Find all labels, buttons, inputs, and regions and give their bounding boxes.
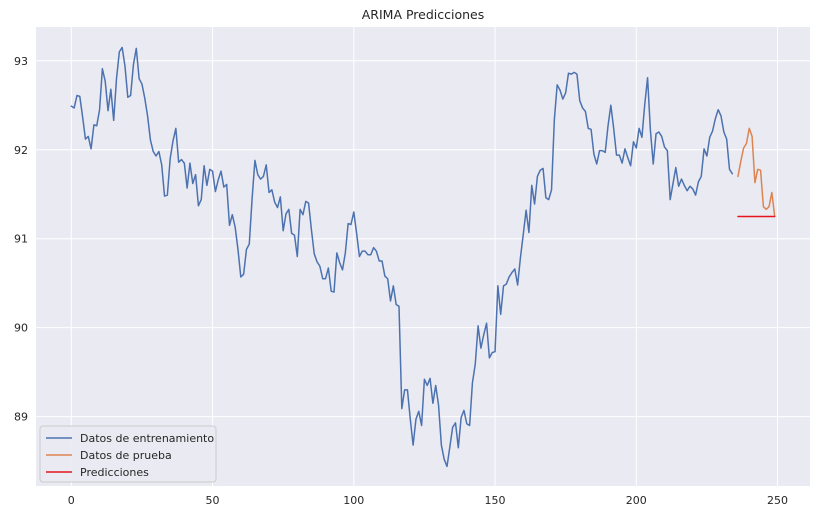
y-tick-label: 93: [14, 55, 28, 68]
grid-lines: [36, 27, 810, 486]
legend-box: [39, 425, 217, 483]
series-lines: [70, 46, 776, 468]
x-tick-label: 150: [485, 494, 506, 507]
legend-label: Datos de prueba: [80, 449, 172, 462]
y-tick-label: 92: [14, 144, 28, 157]
x-tick-label: 100: [343, 494, 364, 507]
legend-label: Datos de entrenamiento: [80, 432, 214, 445]
x-tick-label: 50: [206, 494, 220, 507]
y-tick-label: 89: [14, 411, 28, 424]
legend-label: Predicciones: [80, 466, 149, 479]
x-tick-label: 250: [767, 494, 788, 507]
test-series-line: [737, 127, 776, 218]
plot-area: [36, 27, 810, 486]
y-tick-label: 91: [14, 233, 28, 246]
training-series-line: [70, 46, 734, 468]
x-tick-label: 200: [626, 494, 647, 507]
x-tick-label: 0: [68, 494, 75, 507]
y-tick-label: 90: [14, 322, 28, 335]
y-axis-ticks: 89 90 91 92 93: [14, 55, 28, 424]
x-axis-ticks: 0 50 100 150 200 250: [68, 494, 788, 507]
chart-title: ARIMA Predicciones: [362, 7, 485, 22]
legend: Datos de entrenamiento Datos de prueba Pre…: [39, 425, 217, 483]
